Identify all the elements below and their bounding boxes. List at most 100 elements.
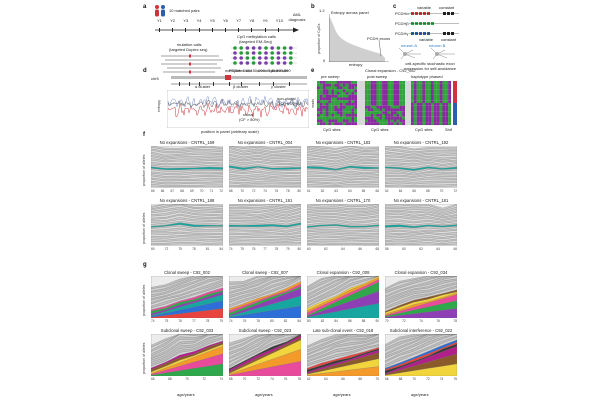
haplotype-cell <box>436 94 440 98</box>
x-tick-label: 62 <box>324 247 328 251</box>
x-tick-label: 61 <box>307 189 311 193</box>
x-tick-label: 66 <box>375 189 379 193</box>
x-tick-label: 75 <box>240 247 244 251</box>
x-tick-label: 70 <box>385 319 389 323</box>
pre-sweep-cell <box>325 116 329 120</box>
methylated-cpg <box>289 56 293 60</box>
x-tick-label: 80 <box>270 319 274 323</box>
post-sweep-cell <box>396 108 400 112</box>
post-sweep-cell <box>396 116 400 120</box>
haplotype-cell <box>419 119 423 123</box>
pre-sweep-cell <box>334 122 338 126</box>
haplotype-cell <box>439 100 443 104</box>
pre-sweep-cell <box>342 108 346 112</box>
x-ticks: 74 75 76 77 78 79 80 <box>229 247 301 251</box>
x-tick-label: 90 <box>375 319 379 323</box>
pre-sweep-cell <box>325 103 329 106</box>
post-sweep-cell <box>390 119 394 123</box>
post-sweep-cell <box>390 111 394 115</box>
post-sweep-cell <box>402 122 406 126</box>
haplotype-cell <box>433 92 437 95</box>
pre-sweep-cell <box>351 105 355 109</box>
pre-sweep-cell <box>351 83 355 87</box>
timepoint-tick <box>172 28 173 32</box>
pre-sweep-cell <box>345 89 349 93</box>
haplotype-cell <box>445 86 449 90</box>
haplotype-cell <box>428 105 432 109</box>
haplotype-cell <box>411 105 414 109</box>
x-tick-label: 69 <box>151 247 155 251</box>
haplotype-cell <box>413 100 417 104</box>
haplotype-cell <box>428 86 432 90</box>
haplotype-cell <box>422 114 426 117</box>
pre-sweep-cell <box>322 114 326 117</box>
pre-sweep-cell <box>339 97 343 101</box>
pre-sweep-cell <box>337 108 340 112</box>
x-tick-label: 78 <box>453 319 457 323</box>
matched-pairs-text: 10 matched pairs <box>169 8 200 13</box>
pre-sweep-cell <box>328 105 332 109</box>
pre-sweep-cell <box>325 81 329 84</box>
haplotype-cell <box>439 89 443 93</box>
x-tick-label: 88 <box>361 319 366 323</box>
post-sweep-cell <box>379 119 383 123</box>
post-sweep-cell <box>376 94 380 98</box>
haplotype-cell <box>439 86 443 90</box>
post-sweep-cell <box>373 105 377 109</box>
haplotype-cell <box>436 111 440 115</box>
pre-sweep-cell <box>334 103 338 106</box>
post-sweep-cell <box>385 89 388 93</box>
x-tick-label: 66 <box>358 247 362 251</box>
post-sweep-cell <box>382 97 386 101</box>
pre-sweep-cell <box>337 83 340 87</box>
haplotype-cell <box>431 94 434 98</box>
timepoint-tick <box>198 28 200 32</box>
x-tick-label: 70 <box>185 377 189 381</box>
pre-sweep-cell <box>328 94 332 98</box>
x-tick-label: 71 <box>209 189 214 193</box>
pre-sweep-cell <box>328 114 332 117</box>
x-tick-label: 68 <box>375 247 379 251</box>
pre-sweep-cell <box>354 92 358 95</box>
post-sweep-cell <box>396 105 400 109</box>
haplotype-cell <box>431 111 434 115</box>
pre-sweep-cell <box>337 100 340 104</box>
haplotype-cell <box>419 122 423 126</box>
x-tick-label: 78 <box>205 319 210 323</box>
timepoint-label: Y2 <box>170 18 176 23</box>
post-sweep-cell <box>396 94 400 98</box>
pre-sweep-cell <box>322 89 326 93</box>
haplotype-cell <box>422 116 426 120</box>
x-tick-label: 66 <box>160 189 165 193</box>
haplotype-cell <box>431 89 434 93</box>
pre-sweep-cell <box>348 81 352 84</box>
haplotype-cell <box>436 81 440 84</box>
age-xlabel: age/years <box>333 392 351 397</box>
haplotype-cell <box>425 92 429 95</box>
timepoint-tick <box>225 28 226 32</box>
unmethylated-cpg <box>282 56 287 60</box>
post-sweep-cell <box>365 92 368 95</box>
haplotype-cell <box>442 83 446 87</box>
haplotype-cell <box>439 94 443 98</box>
post-sweep-cell <box>382 119 386 123</box>
haplotype-cell <box>445 97 449 101</box>
pre-sweep-cell <box>322 119 326 123</box>
pre-sweep-cell <box>331 111 335 115</box>
post-sweep-cell <box>402 89 406 93</box>
unmethylated-cpg <box>233 51 237 55</box>
haplotype-cell <box>413 83 417 87</box>
pre-sweep-cell <box>322 97 326 101</box>
pre-sweep-cell <box>345 94 349 98</box>
post-sweep-cell <box>390 97 394 101</box>
x-tick-label: 74 <box>151 319 155 323</box>
haplotype-cell <box>422 97 426 101</box>
post-sweep-text: post sweep <box>367 74 388 79</box>
post-sweep-cell <box>393 105 397 109</box>
x-tick-label: 76 <box>436 319 440 323</box>
post-sweep-cell <box>365 81 368 84</box>
post-sweep-cell <box>367 103 371 106</box>
haplotype-cell <box>431 86 434 90</box>
timepoint-label: Y8 <box>249 18 255 23</box>
pre-sweep-cell <box>339 111 343 115</box>
